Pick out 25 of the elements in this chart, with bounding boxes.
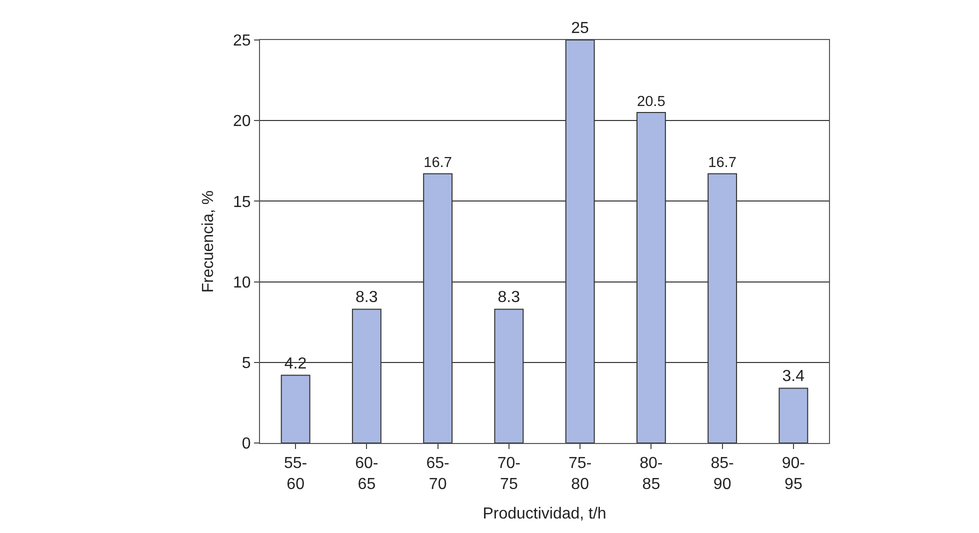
- y-tick-label: 0: [242, 436, 251, 453]
- x-tick-label: 55- 60: [284, 455, 308, 493]
- y-tick-label: 25: [233, 32, 251, 50]
- x-axis-title: Productividad, t/h: [482, 506, 606, 523]
- x-tick-label: 80- 85: [640, 455, 663, 493]
- data-label: 16.7: [708, 155, 736, 172]
- x-tick-label: 75- 80: [568, 455, 592, 493]
- data-label: 16.7: [424, 155, 452, 172]
- x-tick-label: 60- 65: [355, 455, 378, 493]
- x-tick-label: 65- 70: [426, 455, 450, 493]
- y-tick-label: 15: [233, 194, 251, 211]
- x-tick-label: 85- 90: [710, 455, 734, 493]
- y-tick-label: 20: [233, 113, 251, 130]
- bar: [280, 374, 310, 443]
- y-tick-label: 5: [242, 355, 251, 372]
- data-label: 8.3: [498, 289, 520, 306]
- y-tick-label: 10: [233, 274, 251, 292]
- y-axis-title: Frecuencia, %: [200, 190, 217, 293]
- x-tick-label: 70- 75: [497, 455, 521, 493]
- x-tick-label: 90- 95: [782, 455, 806, 493]
- data-label: 3.4: [782, 368, 805, 386]
- data-label: 25: [571, 20, 590, 37]
- data-label: 20.5: [636, 94, 666, 110]
- bar: [778, 388, 808, 443]
- data-label: 8.3: [356, 289, 378, 306]
